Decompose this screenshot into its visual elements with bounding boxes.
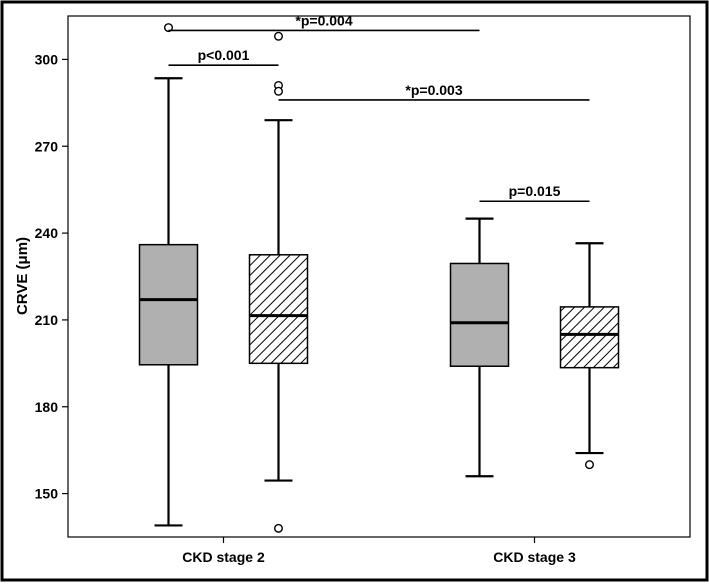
box-series — [138, 23, 620, 533]
box-iqr — [559, 306, 620, 369]
box-0 — [138, 23, 199, 527]
box-1 — [248, 31, 309, 533]
box-iqr — [248, 254, 309, 365]
y-axis-title: CRVE (μm) — [14, 237, 31, 315]
box-3 — [559, 242, 620, 470]
box-2 — [449, 217, 510, 478]
significance-annotations: *p=0.004 p<0.001 *p=0.003 p=0.015 — [168, 12, 590, 203]
outlier-point — [585, 460, 595, 470]
y-tick-label: 210 — [35, 312, 59, 328]
x-axis: CKD stage 2 CKD stage 3 — [182, 537, 576, 565]
outlier-point — [163, 23, 173, 33]
significance-label: p=0.015 — [509, 183, 561, 199]
y-tick-label: 270 — [35, 138, 59, 154]
significance-label: *p=0.003 — [405, 82, 462, 98]
x-category-label: CKD stage 3 — [493, 549, 576, 565]
y-tick-label: 180 — [35, 399, 59, 415]
significance-label: p<0.001 — [198, 47, 250, 63]
significance-label: *p=0.004 — [295, 12, 352, 28]
y-tick-label: 150 — [35, 486, 59, 502]
y-axis: 150 180 210 240 270 300 — [35, 51, 68, 502]
outlier-point — [274, 86, 284, 96]
x-category-label: CKD stage 2 — [182, 549, 265, 565]
y-tick-label: 240 — [35, 225, 59, 241]
box-iqr — [449, 262, 510, 367]
box-iqr — [138, 243, 199, 366]
outlier-point — [274, 31, 284, 41]
y-tick-label: 300 — [35, 51, 59, 67]
outlier-point — [274, 523, 284, 533]
